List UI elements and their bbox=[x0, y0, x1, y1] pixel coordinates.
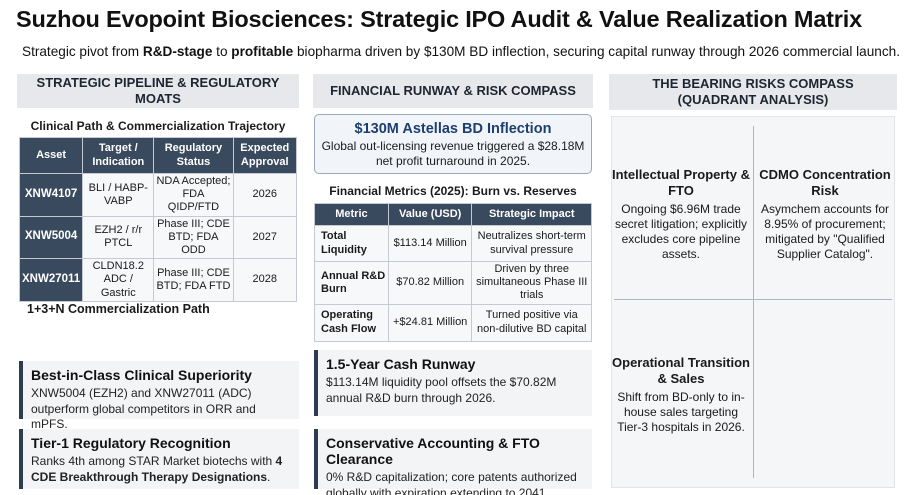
bd-inflection-highlight: $130M Astellas BD Inflection Global out-… bbox=[314, 114, 592, 174]
table-row: XNW27011 CLDN18.2 ADC / Gastric Phase II… bbox=[18, 258, 297, 302]
pipeline-table: Asset Target / Indication Regulatory Sta… bbox=[18, 137, 297, 302]
asset-cell: XNW27011 bbox=[18, 258, 84, 302]
approval-cell: 2028 bbox=[232, 258, 297, 302]
risks-header-line: THE BEARING RISKS COMPASS bbox=[652, 76, 854, 92]
card-body: XNW5004 (EZH2) and XNW27011 (ADC) outper… bbox=[31, 386, 256, 432]
financial-column-header: FINANCIAL RUNWAY & RISK COMPASS bbox=[313, 74, 593, 108]
status-cell: Phase III; CDE BTD; FDA ODD bbox=[153, 215, 234, 260]
card-body-part-bold: 4 CDE Breakthrough Therapy Designations bbox=[31, 454, 283, 484]
approval-cell: 2027 bbox=[232, 215, 297, 260]
table-row: Total Liquidity $113.14 Million Neutrali… bbox=[314, 225, 592, 262]
highlight-body: Global out-licensing revenue triggered a… bbox=[321, 139, 585, 168]
financial-table-title: Financial Metrics (2025): Burn vs. Reser… bbox=[329, 184, 577, 198]
target-cell: CLDN18.2 ADC / Gastric bbox=[82, 258, 155, 302]
impact-cell: Neutralizes short-term survival pressure bbox=[471, 225, 592, 262]
status-cell: NDA Accepted; FDA QIDP/FTD bbox=[153, 173, 234, 217]
quadrant-ip-fto: Intellectual Property & FTO Ongoing $6.9… bbox=[612, 167, 750, 262]
quadrant-title: Operational Transition & Sales bbox=[612, 355, 750, 386]
column-header: Value (USD) bbox=[387, 203, 473, 226]
value-cell: +$24.81 Million bbox=[387, 303, 473, 342]
risks-column-header: THE BEARING RISKS COMPASS (QUADRANT ANAL… bbox=[609, 74, 897, 110]
subtitle-part-bold: profitable bbox=[231, 44, 294, 59]
table-row: XNW5004 EZH2 / r/r PTCL Phase III; CDE B… bbox=[18, 215, 297, 260]
metric-cell: Operating Cash Flow bbox=[314, 303, 389, 342]
card-title: Conservative Accounting & FTO Clearance bbox=[326, 435, 540, 467]
subtitle-part: to bbox=[212, 44, 232, 59]
pipeline-column-header: STRATEGIC PIPELINE & REGULATORY MOATS bbox=[17, 74, 299, 108]
quadrant-vertical-divider bbox=[753, 126, 754, 478]
quadrant-body: Shift from BD-only to in-house sales tar… bbox=[617, 390, 745, 435]
status-cell: Phase III; CDE BTD; FDA FTD bbox=[153, 258, 234, 302]
card-body: $113.14M liquidity pool offsets the $70.… bbox=[326, 375, 557, 405]
card-body-part: Ranks 4th among STAR Market biotechs wit… bbox=[31, 454, 276, 468]
clinical-superiority-card: Best-in-Class Clinical Superiority XNW50… bbox=[19, 361, 299, 431]
table-header-row: Metric Value (USD) Strategic Impact bbox=[314, 203, 592, 226]
column-header: Asset bbox=[18, 137, 84, 174]
page-title: Suzhou Evopoint Biosciences: Strategic I… bbox=[16, 6, 862, 32]
card-title: Best-in-Class Clinical Superiority bbox=[31, 367, 252, 383]
quadrant-title: Intellectual Property & FTO bbox=[612, 167, 750, 198]
approval-cell: 2026 bbox=[232, 173, 297, 217]
table-row: Operating Cash Flow +$24.81 Million Turn… bbox=[314, 303, 592, 342]
metric-cell: Annual R&D Burn bbox=[314, 261, 389, 305]
quadrant-body: Ongoing $6.96M trade secret litigation; … bbox=[614, 202, 748, 262]
accounting-fto-card: Conservative Accounting & FTO Clearance … bbox=[314, 429, 592, 495]
column-header: Target / Indication bbox=[82, 137, 155, 174]
table-row: XNW4107 BLI / HABP-VABP NDA Accepted; FD… bbox=[18, 173, 297, 217]
card-body: 0% R&D capitalization; core patents auth… bbox=[326, 470, 577, 495]
table-header-row: Asset Target / Indication Regulatory Sta… bbox=[18, 137, 297, 174]
subtitle-part-bold: R&D-stage bbox=[142, 44, 213, 59]
value-cell: $113.14 Million bbox=[387, 225, 473, 262]
metric-cell: Total Liquidity bbox=[314, 225, 389, 262]
table-row: Annual R&D Burn $70.82 Million Driven by… bbox=[314, 261, 592, 305]
card-title: Tier-1 Regulatory Recognition bbox=[31, 435, 231, 451]
financial-metrics-table: Metric Value (USD) Strategic Impact Tota… bbox=[314, 203, 592, 342]
value-cell: $70.82 Million bbox=[387, 261, 473, 305]
risks-header-line: (QUADRANT ANALYSIS) bbox=[677, 92, 829, 107]
subtitle-part: Strategic pivot from bbox=[22, 44, 143, 59]
impact-cell: Turned positive via non-dilutive BD capi… bbox=[471, 303, 592, 342]
quadrant-horizontal-divider bbox=[614, 299, 892, 300]
highlight-title: $130M Astellas BD Inflection bbox=[354, 121, 552, 137]
column-header: Regulatory Status bbox=[153, 137, 234, 174]
subtitle-part: biopharma driven by $130M BD inflection,… bbox=[293, 44, 900, 59]
card-body: Ranks 4th among STAR Market biotechs wit… bbox=[31, 454, 291, 485]
quadrant-cdmo-risk: CDMO Concentration Risk Asymchem account… bbox=[757, 167, 893, 262]
quadrant-body: Asymchem accounts for 8.95% of procureme… bbox=[760, 202, 890, 262]
impact-cell: Driven by three simultaneous Phase III t… bbox=[471, 261, 592, 305]
column-header: Strategic Impact bbox=[471, 203, 592, 226]
pipeline-table-title: Clinical Path & Commercialization Trajec… bbox=[30, 119, 286, 133]
commercialization-path-label: 1+3+N Commercialization Path bbox=[27, 302, 210, 316]
card-title: 1.5-Year Cash Runway bbox=[326, 356, 476, 372]
card-body-part: . bbox=[267, 469, 271, 484]
asset-cell: XNW4107 bbox=[18, 173, 84, 217]
asset-cell: XNW5004 bbox=[18, 215, 84, 260]
column-header: Expected Approval bbox=[232, 137, 297, 174]
quadrant-operational-transition: Operational Transition & Sales Shift fro… bbox=[612, 355, 750, 435]
regulatory-recognition-card: Tier-1 Regulatory Recognition Ranks 4th … bbox=[19, 429, 299, 489]
cash-runway-card: 1.5-Year Cash Runway $113.14M liquidity … bbox=[314, 350, 592, 416]
target-cell: EZH2 / r/r PTCL bbox=[82, 215, 155, 260]
column-header: Metric bbox=[314, 203, 389, 226]
quadrant-title: CDMO Concentration Risk bbox=[759, 167, 891, 198]
page-subtitle: Strategic pivot from R&D-stage to profit… bbox=[22, 44, 900, 59]
target-cell: BLI / HABP-VABP bbox=[82, 173, 155, 217]
